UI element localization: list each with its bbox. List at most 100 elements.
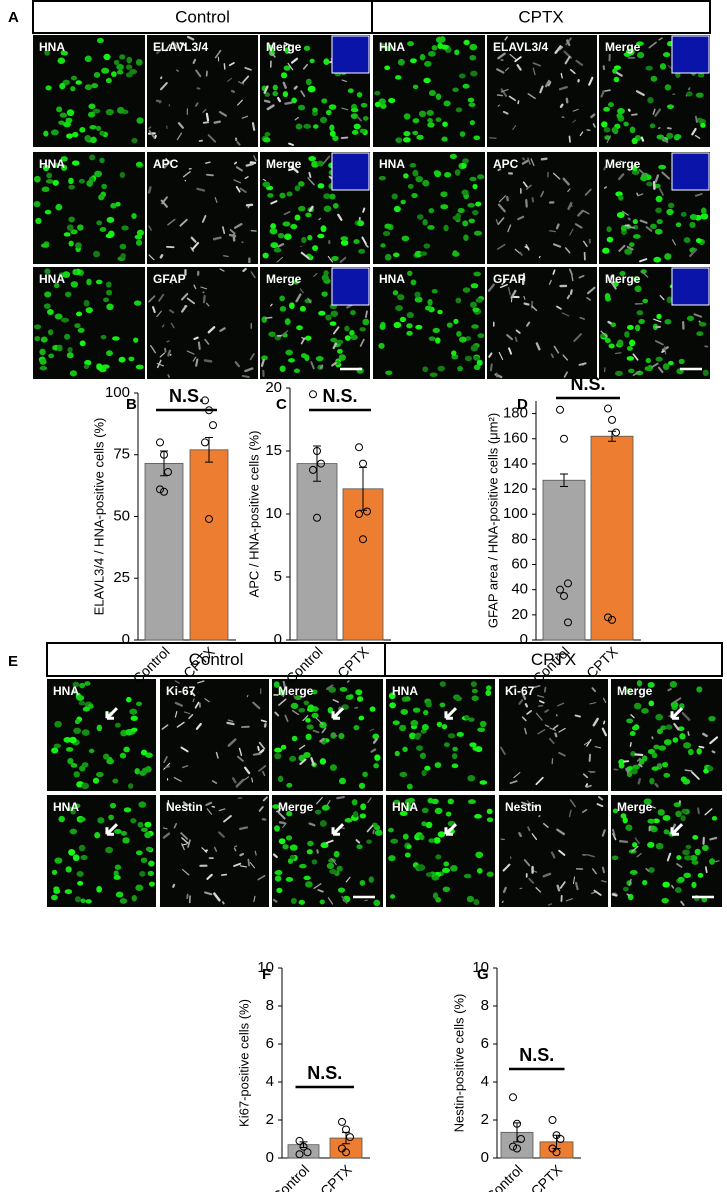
nucleus	[116, 106, 125, 114]
nucleus	[114, 722, 121, 728]
marker-signal	[506, 334, 513, 341]
micrograph: ELAVL3/4	[147, 35, 258, 147]
marker-signal	[237, 81, 245, 85]
nucleus	[47, 308, 54, 315]
arrow	[331, 823, 345, 836]
nucleus	[662, 363, 670, 370]
nucleus	[336, 339, 344, 345]
nucleus	[360, 102, 368, 108]
nucleus	[427, 51, 436, 57]
nucleus	[95, 771, 104, 778]
nucleus	[123, 746, 130, 753]
nucleus	[112, 778, 119, 784]
marker-signal	[362, 207, 366, 213]
nucleus	[323, 58, 330, 66]
nucleus	[658, 164, 667, 170]
nucleus	[477, 174, 485, 180]
marker-signal	[535, 342, 541, 351]
nucleus	[59, 82, 66, 90]
nucleus	[92, 777, 100, 784]
nucleus	[447, 798, 454, 805]
nucleus	[452, 87, 459, 93]
marker-signal	[179, 218, 188, 227]
nucleus	[630, 751, 636, 757]
data-point	[317, 459, 325, 468]
nucleus	[351, 799, 358, 806]
image-background	[33, 35, 145, 147]
nucleus	[464, 355, 473, 362]
marker-signal	[238, 826, 249, 830]
marker-signal	[552, 172, 561, 180]
marker-signal	[658, 37, 663, 41]
marker-signal	[197, 341, 201, 350]
nucleus	[393, 321, 402, 329]
nucleus	[700, 207, 707, 215]
marker-signal	[156, 47, 163, 55]
nucleus	[677, 876, 685, 883]
nucleus	[634, 285, 642, 293]
nucleus	[35, 217, 42, 225]
nucleus	[291, 97, 297, 104]
nucleus	[147, 870, 154, 877]
nucleus	[406, 844, 412, 849]
nucleus	[63, 232, 71, 237]
nucleus	[362, 771, 368, 778]
data-point	[295, 1136, 304, 1145]
nucleus	[454, 696, 463, 702]
nucleus	[677, 726, 685, 732]
nucleus	[59, 112, 68, 118]
marker-signal	[163, 160, 172, 169]
marker-signal	[637, 193, 644, 197]
channel-label: HNA	[39, 40, 65, 54]
data-point	[608, 415, 616, 424]
image-background	[499, 795, 608, 907]
nucleus	[306, 849, 313, 855]
marker-signal	[567, 188, 571, 193]
marker-signal	[559, 103, 564, 108]
nucleus	[407, 797, 415, 803]
nucleus	[679, 733, 686, 740]
nucleus	[663, 829, 670, 835]
nucleus	[374, 829, 383, 836]
nucleus	[359, 128, 366, 134]
channel-label: Merge	[605, 40, 641, 54]
marker-signal	[282, 680, 287, 689]
marker-signal	[582, 363, 585, 366]
marker-signal	[535, 887, 542, 893]
nucleus	[70, 281, 79, 288]
marker-signal	[586, 784, 592, 788]
marker-signal	[556, 828, 566, 836]
y-tick-label: 4	[481, 1073, 489, 1090]
marker-signal	[299, 288, 304, 294]
marker-signal	[295, 293, 302, 303]
nucleus	[34, 324, 42, 330]
nucleus	[135, 161, 143, 167]
marker-signal	[159, 82, 168, 91]
x-tick-label: Control	[269, 1161, 312, 1192]
channel-label: HNA	[392, 800, 418, 814]
nucleus	[40, 336, 48, 343]
marker-signal	[235, 186, 241, 193]
nucleus	[278, 838, 286, 845]
marker-signal	[247, 858, 250, 867]
marker-signal	[514, 336, 518, 343]
nucleus	[138, 801, 147, 808]
nucleus	[331, 255, 339, 262]
nucleus	[632, 842, 638, 848]
nucleus	[624, 331, 630, 338]
nucleus	[123, 807, 132, 813]
marker-signal	[548, 279, 552, 285]
marker-signal	[340, 136, 349, 139]
nucleus	[276, 887, 283, 894]
marker-signal	[600, 90, 605, 98]
nucleus	[81, 762, 89, 768]
marker-signal	[524, 727, 527, 735]
marker-signal	[244, 367, 254, 373]
nucleus	[96, 220, 103, 226]
nucleus	[415, 324, 423, 330]
marker-signal	[495, 218, 499, 225]
bar	[144, 462, 184, 641]
channel-label: APC	[493, 157, 519, 171]
nucleus	[274, 825, 280, 832]
nucleus	[306, 724, 314, 730]
